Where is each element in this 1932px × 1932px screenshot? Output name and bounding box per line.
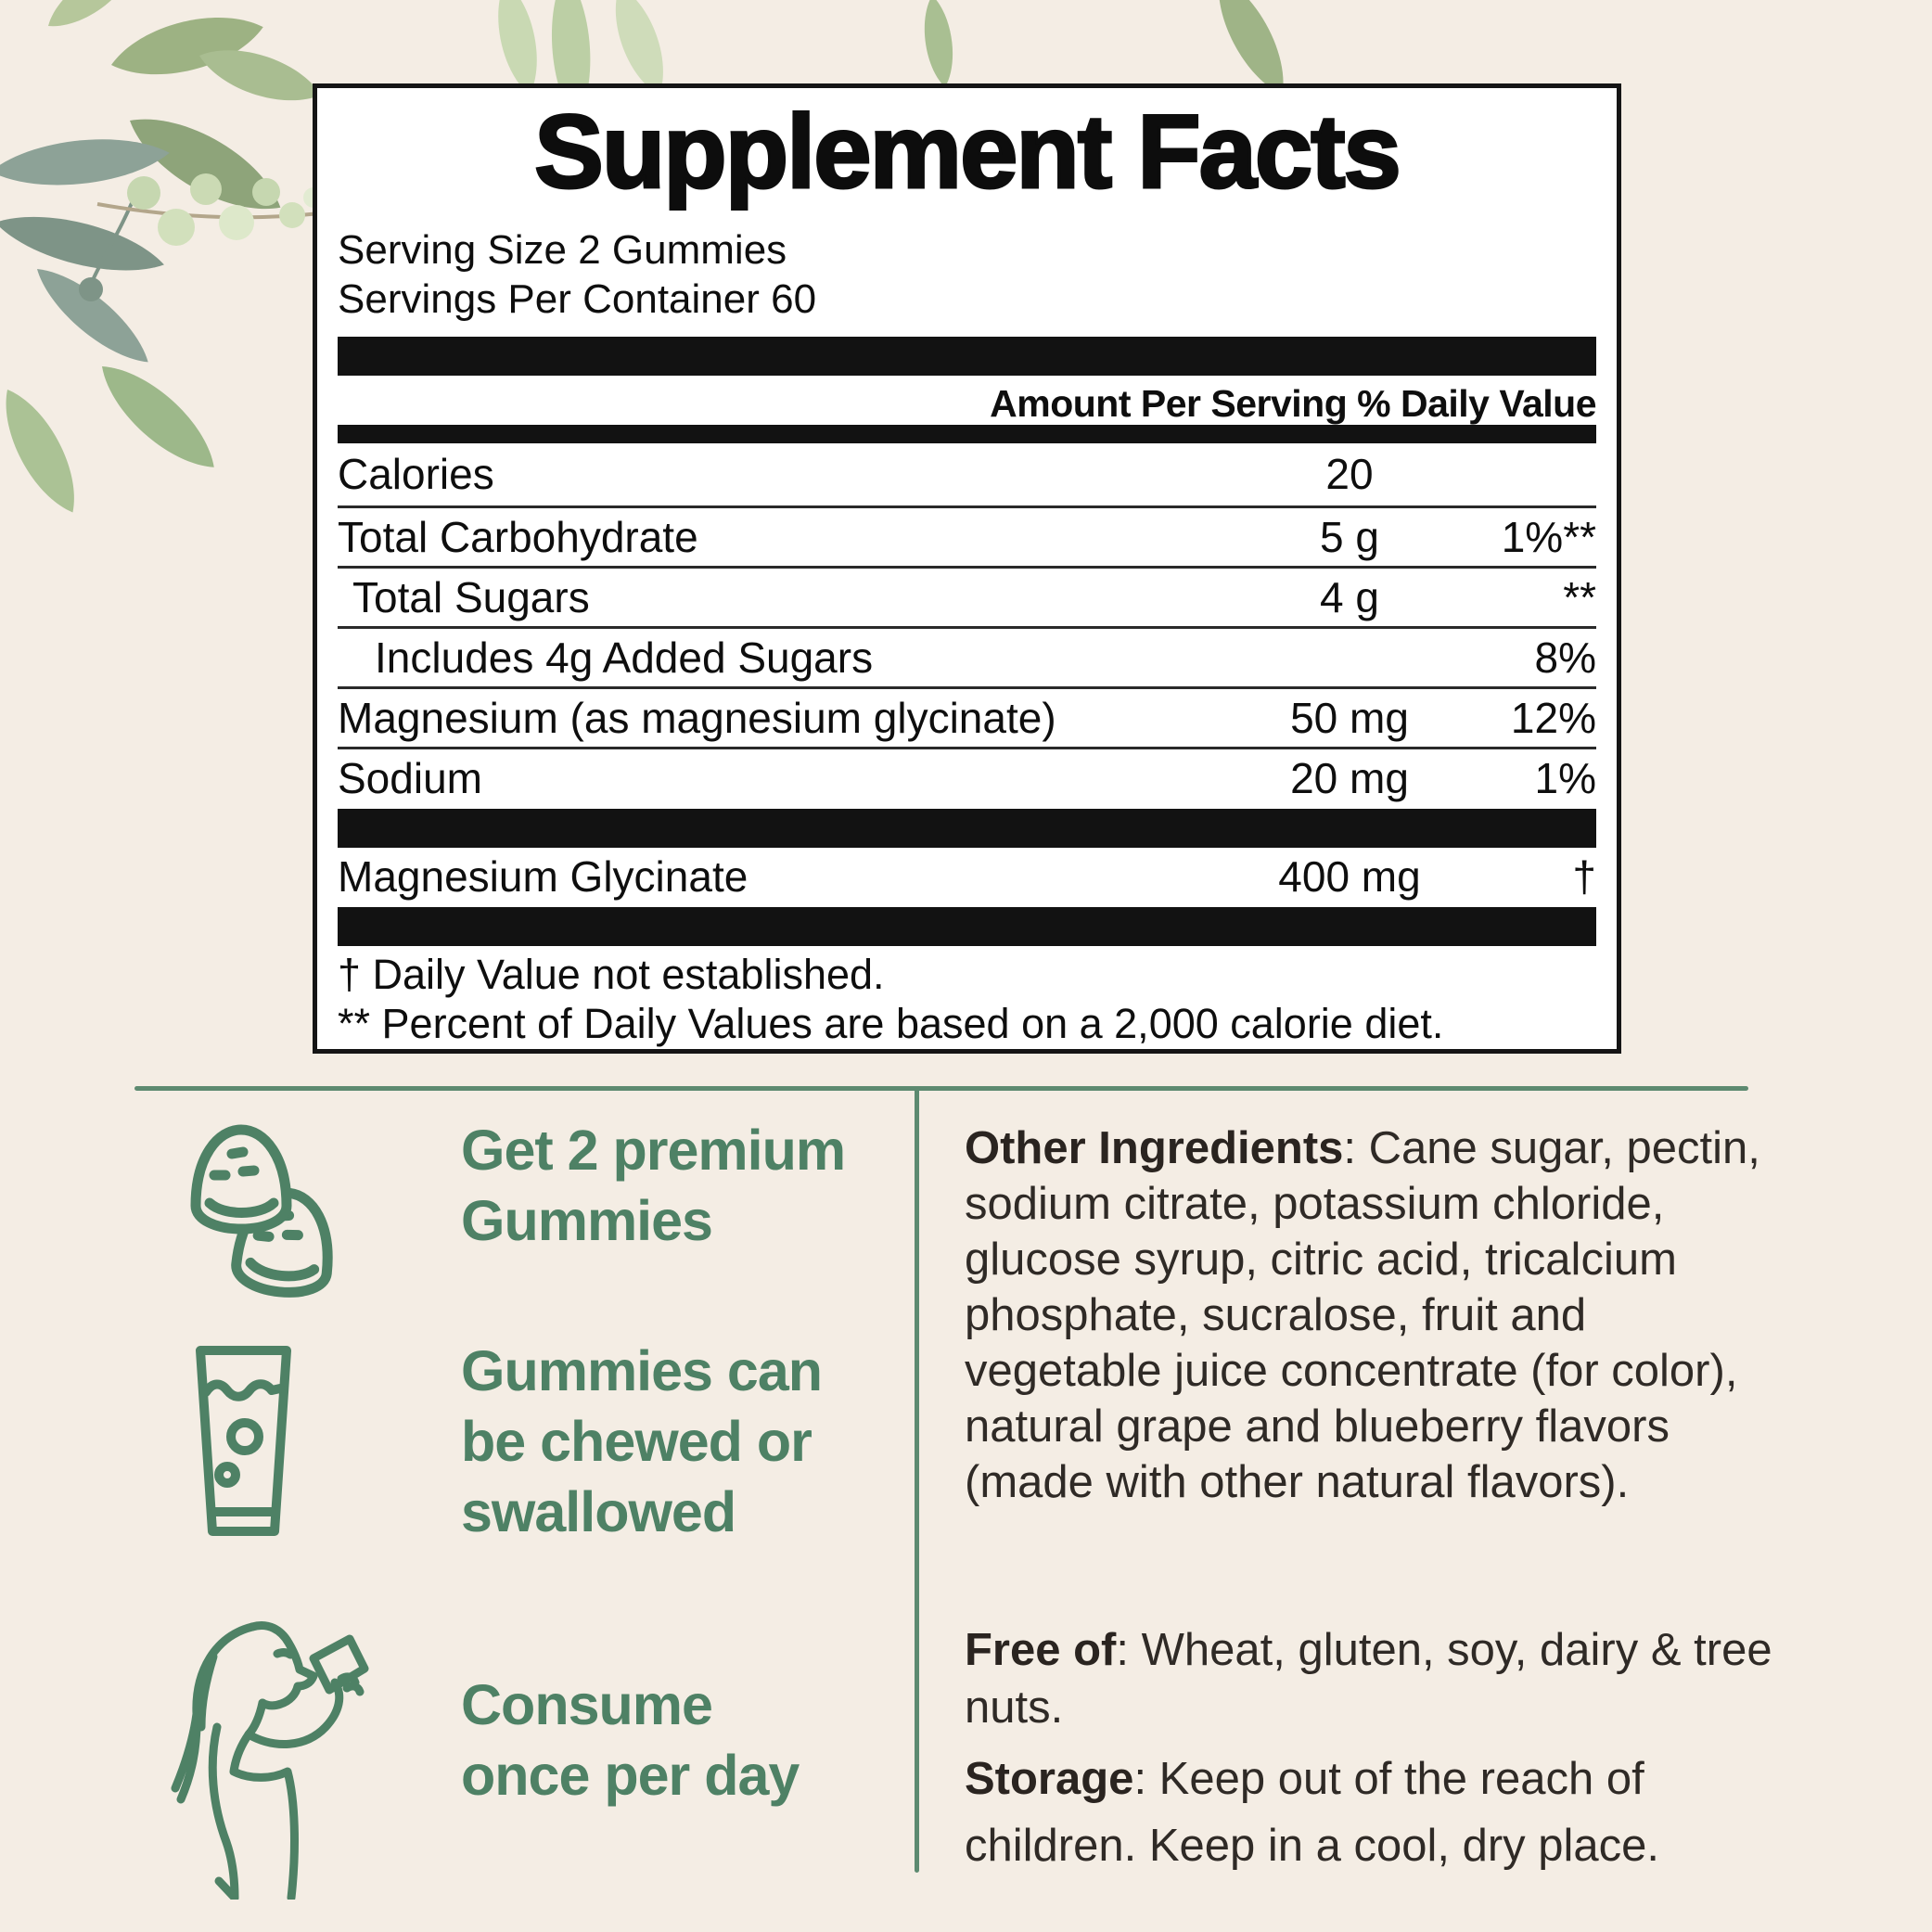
row-amount: 20 mg [1290, 754, 1409, 802]
panel-title: Supplement Facts [533, 93, 1403, 211]
free-of-label: Free of [965, 1625, 1117, 1675]
storage-label: Storage [965, 1754, 1134, 1804]
leaf-cluster-top-left [0, 0, 324, 513]
row-amount: 20 [1325, 450, 1374, 498]
glass-icon [196, 1346, 291, 1536]
free-of-paragraph: Free of: Wheat, gluten, soy, dairy & tre… [965, 1621, 1776, 1736]
nutrient-table: Calories 20 Total Carbohydrate 5 g 1%** … [338, 445, 1596, 807]
table-row-added-sugars: Includes 4g Added Sugars 8% [338, 626, 1596, 686]
thick-rule [338, 809, 1596, 848]
feature-label-consume-once-per-day: Consume once per day [461, 1673, 800, 1807]
other-ingredients-label: Other Ingredients [965, 1123, 1344, 1173]
thick-rule [338, 907, 1596, 946]
row-daily-value: 1% [1534, 754, 1596, 802]
other-ingredients-paragraph: Other Ingredients: Cane sugar, pectin, s… [965, 1120, 1776, 1510]
medium-rule [338, 425, 1596, 443]
thick-rule [338, 337, 1596, 376]
gummies-icon [190, 1124, 333, 1298]
row-amount: 5 g [1320, 513, 1379, 561]
row-label: Total Carbohydrate [338, 513, 698, 561]
row-label: Total Sugars [352, 573, 590, 621]
row-label: Magnesium Glycinate [338, 852, 748, 901]
table-row-magnesium-glycinate: Magnesium Glycinate 400 mg † [338, 848, 1596, 907]
row-label: Calories [338, 450, 494, 498]
table-row-sodium: Sodium 20 mg 1% [338, 747, 1596, 807]
row-daily-value: 1%** [1501, 513, 1596, 561]
table-row-total-carbohydrate: Total Carbohydrate 5 g 1%** [338, 505, 1596, 566]
footnote-percent: ** Percent of Daily Values are based on … [338, 1000, 1444, 1047]
other-ingredients-text: : Cane sugar, pectin, sodium citrate, po… [965, 1123, 1760, 1507]
serving-size: Serving Size 2 Gummies [338, 227, 787, 273]
table-row-magnesium: Magnesium (as magnesium glycinate) 50 mg… [338, 686, 1596, 747]
row-daily-value: † [1572, 852, 1596, 901]
vertical-divider [915, 1086, 919, 1873]
servings-per-container: Servings Per Container 60 [338, 276, 817, 322]
woman-drinking-icon [171, 1621, 369, 1900]
feature-label-get-2-premium-gummies: Get 2 premium Gummies [461, 1119, 846, 1252]
free-of-text: : Wheat, gluten, soy, dairy & tree nuts. [965, 1625, 1772, 1733]
supplement-facts-panel: Supplement Facts Serving Size 2 Gummies … [313, 83, 1621, 1054]
storage-text: : Keep out of the reach of children. Kee… [965, 1754, 1660, 1871]
row-daily-value: 8% [1534, 633, 1596, 682]
table-row-calories: Calories 20 [338, 445, 1596, 505]
row-amount: 400 mg [1278, 852, 1421, 901]
row-label: Magnesium (as magnesium glycinate) [338, 694, 1056, 742]
horizontal-divider [134, 1086, 1748, 1091]
row-label: Includes 4g Added Sugars [375, 633, 874, 682]
storage-paragraph: Storage: Keep out of the reach of childr… [965, 1746, 1776, 1879]
row-daily-value: ** [1563, 573, 1596, 621]
footnote-daily-value: † Daily Value not established. [338, 951, 885, 998]
row-label: Sodium [338, 754, 482, 802]
columns-header: Amount Per Serving % Daily Value [990, 382, 1596, 425]
feature-label-chewed-or-swallowed: Gummies can be chewed or swallowed [461, 1339, 823, 1543]
row-amount: 50 mg [1290, 694, 1409, 742]
row-daily-value: 12% [1510, 694, 1596, 742]
table-row-total-sugars: Total Sugars 4 g ** [338, 566, 1596, 626]
row-amount: 4 g [1320, 573, 1379, 621]
